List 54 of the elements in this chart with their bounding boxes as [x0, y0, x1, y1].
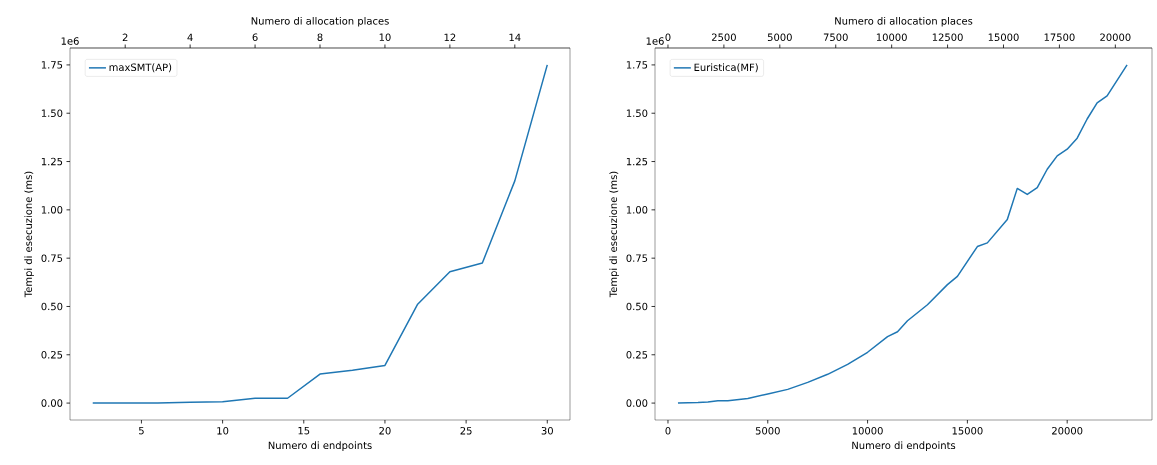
x2-tick-label: 0	[665, 33, 671, 41]
legend-label: maxSMT(AP)	[109, 63, 172, 73]
x-tick-label: 0	[665, 426, 671, 435]
y-tick-label: 0.25	[626, 351, 648, 359]
x2-tick-label: 12500	[932, 33, 963, 41]
x-axis-title: Numero di endpoints	[268, 441, 372, 452]
y-tick-label: 0.75	[626, 254, 648, 262]
x-tick-label: 10	[217, 426, 229, 435]
x2-tick-label: 8	[317, 33, 323, 41]
x2-tick-label: 2500	[711, 33, 736, 41]
y-tick-label: 0.50	[41, 302, 63, 311]
y-axis-title: Tempi di esecuzione (ms)	[24, 171, 34, 298]
y-tick-label: 1.25	[41, 157, 63, 166]
y-tick-label: 1.50	[626, 109, 648, 117]
y-tick-label: 1.00	[626, 206, 648, 214]
line-series	[677, 64, 1128, 404]
x2-tick-label: 14	[509, 33, 521, 41]
y-tick-label: 0.00	[626, 399, 648, 407]
y-tick-label: 1.00	[41, 206, 63, 214]
y-tick-label: 1.25	[626, 157, 648, 166]
text: 1e6	[646, 37, 664, 45]
y-tick-label: 1.75	[41, 61, 63, 69]
x-tick-label: 30	[541, 426, 553, 435]
x2-tick-label: 20000	[1100, 33, 1131, 41]
text: 1e6	[61, 37, 79, 45]
x-tick-label: 15	[298, 427, 310, 435]
y-tick-label: 0.75	[41, 254, 63, 262]
y-tick-label: 0.00	[41, 399, 63, 407]
x2-tick-label: 10000	[876, 33, 907, 41]
y-tick-label: 0.25	[41, 351, 63, 359]
x2-tick-label: 12	[444, 33, 456, 41]
x-tick-label: 20	[379, 426, 391, 435]
x2-axis-title: Numero di allocation places	[251, 16, 389, 27]
x2-tick-label: 6	[252, 33, 258, 41]
x-tick-label: 25	[460, 426, 472, 435]
y-axis-title: Tempi di esecuzione (ms)	[609, 171, 619, 298]
y-tick-label: 1.75	[626, 61, 648, 69]
x-tick-label: 20000	[1052, 426, 1083, 435]
x-tick-label: 10000	[852, 426, 883, 435]
y-tick-label: 0.50	[626, 302, 648, 311]
x2-tick-label: 17500	[1044, 33, 1075, 41]
x2-tick-label: 15000	[988, 33, 1019, 41]
y-tick-label: 1.50	[41, 109, 63, 117]
x-tick-label: 5000	[755, 426, 780, 435]
x2-tick-label: 10	[379, 33, 391, 41]
x2-axis-title: Numero di allocation places	[835, 16, 973, 27]
x2-tick-label: 5000	[767, 33, 792, 41]
x2-tick-label: 7500	[823, 33, 848, 41]
x-tick-label: 15000	[952, 426, 983, 435]
x-axis-title: Numero di endpoints	[852, 441, 956, 452]
x-tick-label: 5	[139, 427, 144, 435]
x2-tick-label: 2	[122, 33, 128, 41]
legend-label: Euristica(MF)	[694, 63, 758, 73]
x2-tick-label: 4	[187, 33, 193, 41]
